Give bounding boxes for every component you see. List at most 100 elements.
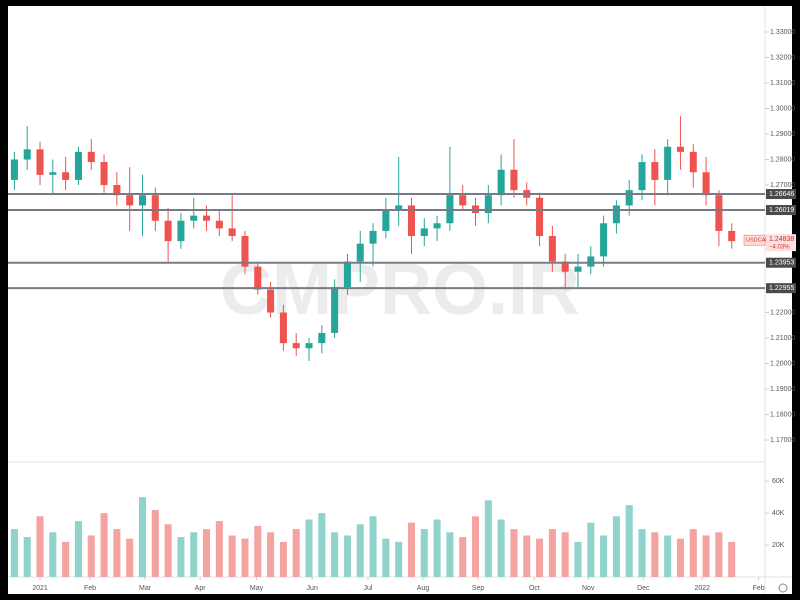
level-label: 1.23953 — [769, 260, 794, 267]
candle-body — [10, 159, 18, 180]
volume-bar — [215, 521, 223, 577]
volume-bar — [382, 538, 390, 577]
y-tick-label: 1.30000 — [770, 105, 795, 112]
volume-bar — [600, 535, 608, 577]
volume-bar — [446, 532, 454, 577]
x-tick-label: May — [250, 585, 264, 592]
last-price: 1.24838 — [769, 236, 794, 243]
candle-body — [177, 220, 185, 242]
candle-body — [305, 343, 313, 349]
last-price-box — [766, 234, 796, 252]
level-label: 1.26019 — [769, 207, 794, 214]
candle-body — [664, 146, 672, 180]
volume-bar — [369, 516, 377, 577]
candle-body — [151, 195, 159, 221]
volume-bar — [62, 541, 70, 577]
level-label-box — [766, 257, 796, 268]
candle-body — [36, 149, 44, 175]
volume-bar — [228, 535, 236, 577]
candle-body — [689, 151, 697, 173]
x-tick-label: 2022 — [694, 585, 710, 592]
volume-bar — [612, 516, 620, 577]
volume-bar — [664, 535, 672, 577]
candle-body — [113, 185, 121, 196]
panel — [8, 6, 792, 594]
volume-tick-label: 60K — [772, 478, 785, 485]
x-tick-label: Oct — [529, 585, 540, 592]
candle-body — [343, 261, 351, 288]
volume-bar — [523, 535, 531, 577]
candle-body — [638, 162, 646, 191]
candle-body — [420, 228, 428, 237]
volume-bar — [356, 524, 364, 577]
volume-bar — [113, 529, 121, 577]
volume-bar — [420, 529, 428, 577]
x-tick-label: Feb — [84, 585, 96, 592]
volume-bar — [651, 532, 659, 577]
volume-bar — [676, 538, 684, 577]
volume-bar — [715, 532, 723, 577]
y-tick-label: 1.20000 — [770, 360, 795, 367]
candle-body — [279, 312, 287, 344]
level-label-box — [766, 189, 796, 200]
candle-body — [23, 149, 31, 160]
candle-body — [651, 162, 659, 180]
volume-bar — [471, 516, 480, 577]
volume-bar — [164, 524, 172, 577]
x-tick-label: Sep — [472, 585, 485, 592]
candle-body — [356, 243, 364, 262]
candle-body — [433, 223, 441, 229]
candle-body — [254, 266, 262, 290]
volume-tick-label: 20K — [772, 542, 785, 549]
candle-body — [228, 228, 236, 237]
candle-body — [600, 223, 608, 257]
candle-body — [74, 151, 82, 180]
volume-bar — [484, 500, 492, 577]
y-tick-label: 1.22000 — [770, 309, 795, 316]
candle-body — [407, 205, 415, 237]
candle-body — [561, 261, 569, 272]
x-tick-label: Aug — [417, 585, 430, 592]
candle-body — [292, 343, 300, 349]
y-tick-label: 1.28000 — [770, 156, 795, 163]
candle-body — [369, 230, 377, 244]
symbol-box — [743, 234, 766, 246]
candle-body — [702, 172, 710, 196]
candle-body — [484, 195, 492, 214]
y-tick-label: 1.31000 — [770, 80, 795, 87]
x-tick-label: Apr — [195, 585, 207, 592]
candle-body — [318, 332, 326, 344]
volume-bar — [497, 519, 505, 577]
volume-bar — [395, 541, 403, 577]
volume-bar — [100, 513, 108, 577]
clock-icon[interactable] — [778, 583, 788, 593]
volume-bar — [548, 529, 556, 577]
candle-body — [574, 266, 582, 272]
volume-bar — [279, 541, 287, 577]
volume-bar — [36, 516, 44, 577]
candle-body — [126, 195, 134, 206]
volume-bar — [702, 535, 710, 577]
candle-body — [715, 195, 723, 231]
candle-body — [190, 215, 198, 221]
candle-body — [164, 220, 172, 242]
volume-bar — [574, 541, 582, 577]
y-tick-label: 1.17000 — [770, 437, 795, 444]
volume-bar — [343, 535, 351, 577]
candle-body — [331, 287, 339, 333]
volume-bar — [190, 532, 198, 577]
volume-bar — [407, 522, 415, 577]
candle-body — [728, 230, 736, 242]
volume-bar — [689, 529, 697, 577]
volume-bar — [151, 509, 159, 577]
level-label: 1.22955 — [769, 285, 794, 292]
volume-bar — [203, 529, 211, 577]
volume-bar — [254, 525, 262, 577]
x-tick-label: Mar — [139, 585, 152, 592]
x-tick-label: Dec — [637, 585, 650, 592]
volume-bar — [625, 505, 633, 577]
volume-bar — [536, 538, 544, 577]
x-tick-label: Jul — [363, 585, 372, 592]
candle-body — [49, 172, 57, 175]
